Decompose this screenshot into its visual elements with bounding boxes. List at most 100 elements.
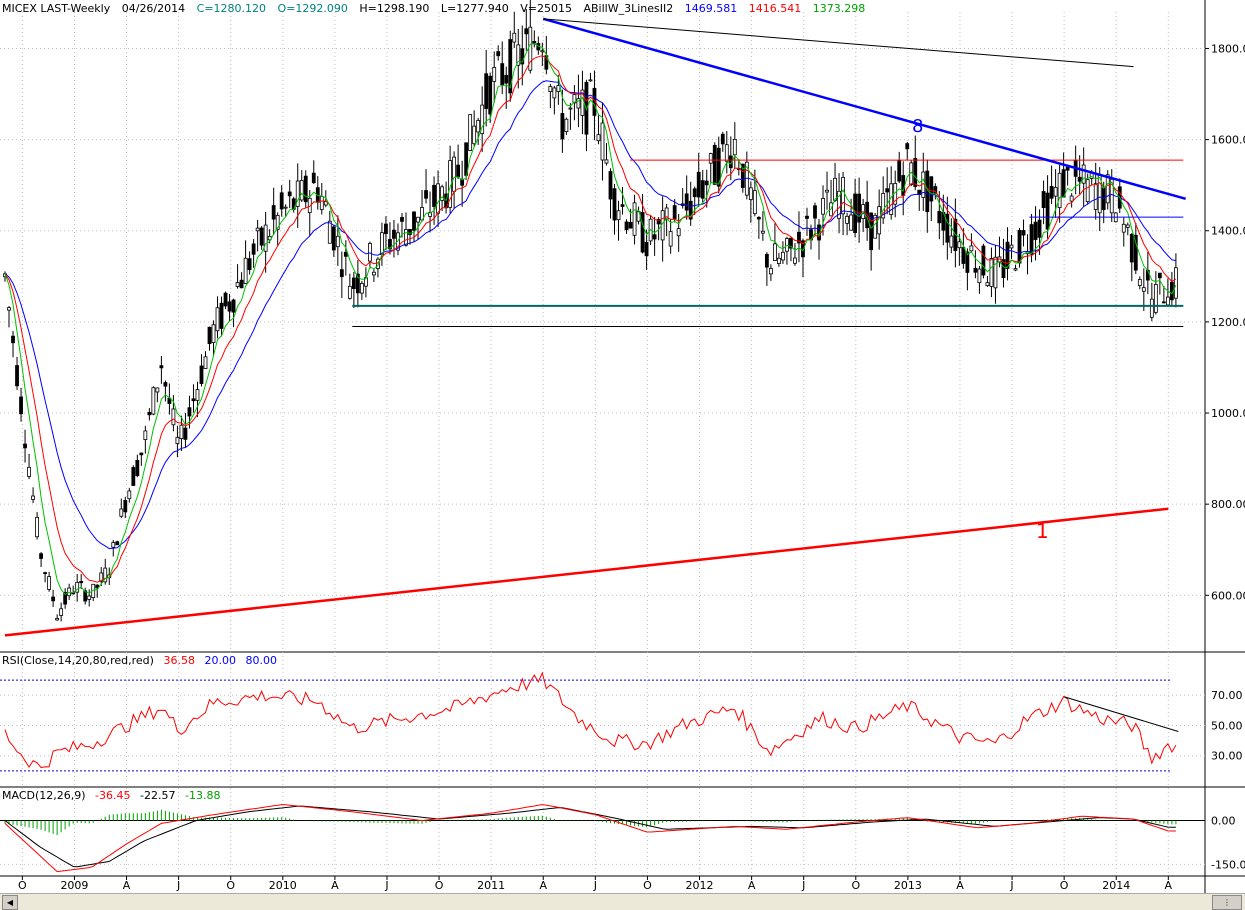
candle-body — [39, 553, 43, 559]
scroll-left-button[interactable]: ◀ — [2, 895, 18, 910]
candle-body — [1013, 268, 1018, 271]
candle-body — [1081, 164, 1086, 184]
candle-body — [1069, 195, 1074, 202]
indicator-blue-value: 1469.581 — [684, 2, 738, 15]
candle-body — [692, 188, 697, 198]
candle-body — [857, 193, 862, 223]
candle-body — [392, 229, 396, 239]
candle-body — [87, 595, 92, 600]
candle-body — [1053, 187, 1058, 197]
candle-body — [347, 285, 352, 299]
candle-body — [452, 156, 457, 192]
candle-body — [203, 356, 208, 369]
candle-body — [957, 241, 962, 249]
indicator-name: ABillW_3LinesII2 — [583, 2, 674, 15]
candle-body — [183, 427, 188, 440]
candle-body — [708, 153, 713, 164]
candle-body — [464, 142, 469, 176]
candle-body — [339, 269, 344, 278]
price-header: MICEX LAST-Weekly 04/26/2014 C=1280.120 … — [2, 2, 873, 15]
candle-body — [135, 460, 140, 477]
candle-body — [993, 256, 998, 289]
y-tick-label: 1800.00 — [1211, 42, 1245, 55]
candle-body — [412, 211, 416, 231]
candle-body — [905, 143, 910, 150]
candle-body — [676, 228, 681, 237]
candle-body — [143, 430, 148, 440]
candle-body — [965, 251, 970, 273]
candle-body — [175, 437, 180, 444]
candle-body — [43, 572, 47, 574]
candle-body — [1021, 230, 1026, 236]
macd-tick-label: -150.00 — [1211, 858, 1245, 871]
candle-body — [400, 217, 404, 222]
candle-body — [616, 210, 621, 221]
candle-body — [672, 205, 677, 220]
candle-body — [75, 581, 80, 593]
candle-body — [805, 215, 809, 219]
rsi-tick-label: 50.00 — [1211, 719, 1243, 732]
candle-body — [652, 234, 657, 240]
candle-body — [1009, 244, 1014, 249]
macd-line — [4, 804, 1176, 873]
candle-body — [801, 240, 805, 258]
candle-body — [111, 542, 116, 548]
high-value: H=1298.190 — [359, 2, 430, 15]
x-tick-label: O — [18, 879, 27, 892]
candle-body — [115, 541, 120, 546]
candle-body — [696, 171, 701, 198]
candle-body — [552, 87, 557, 99]
horizontal-scrollbar[interactable]: ◀ ⋮ — [0, 893, 1245, 910]
candle-body — [869, 212, 874, 251]
date-label: 04/26/2014 — [121, 2, 186, 15]
candle-body — [7, 307, 11, 311]
candle-body — [311, 172, 316, 184]
candle-body — [255, 227, 260, 232]
candle-body — [1153, 284, 1158, 313]
candle-body — [1005, 241, 1010, 269]
candle-body — [596, 134, 601, 142]
candle-body — [845, 215, 849, 224]
candle-body — [231, 299, 236, 313]
candle-body — [1157, 272, 1162, 279]
candle-body — [797, 231, 801, 244]
candle-body — [103, 567, 108, 583]
candle-body — [789, 237, 793, 249]
candle-body — [468, 114, 473, 151]
candle-body — [227, 301, 232, 312]
candle-body — [15, 365, 19, 387]
candle-body — [981, 245, 986, 276]
candle-body — [632, 202, 637, 236]
scroll-thumb[interactable]: ⋮ — [1212, 895, 1242, 910]
y-tick-label: 600.00 — [1211, 589, 1245, 602]
candle-body — [1049, 185, 1054, 199]
candle-body — [243, 257, 248, 284]
candle-body — [155, 387, 160, 393]
candle-body — [404, 229, 408, 246]
candle-body — [712, 144, 717, 185]
candle-body — [532, 41, 537, 44]
candle-body — [777, 257, 781, 264]
candle-body — [1093, 183, 1098, 210]
candle-body — [1161, 301, 1166, 304]
macd-signal-line — [4, 805, 1176, 868]
y-tick-label: 1000.00 — [1211, 407, 1245, 420]
candle-body — [1029, 224, 1034, 255]
candle-body — [380, 232, 384, 256]
candle-body — [27, 466, 31, 477]
candle-body — [644, 241, 649, 257]
x-tick-label: A — [1165, 879, 1173, 892]
x-tick-label: J — [176, 879, 180, 892]
candle-body — [207, 326, 212, 345]
candle-body — [825, 189, 829, 193]
candle-body — [1173, 267, 1178, 299]
candle-body — [989, 258, 994, 287]
candle-body — [496, 51, 501, 57]
candle-body — [881, 193, 886, 219]
x-tick-label: O — [435, 879, 444, 892]
candle-body — [568, 107, 573, 110]
candle-body — [63, 591, 68, 605]
candle-body — [355, 273, 360, 294]
candle-body — [484, 73, 489, 109]
